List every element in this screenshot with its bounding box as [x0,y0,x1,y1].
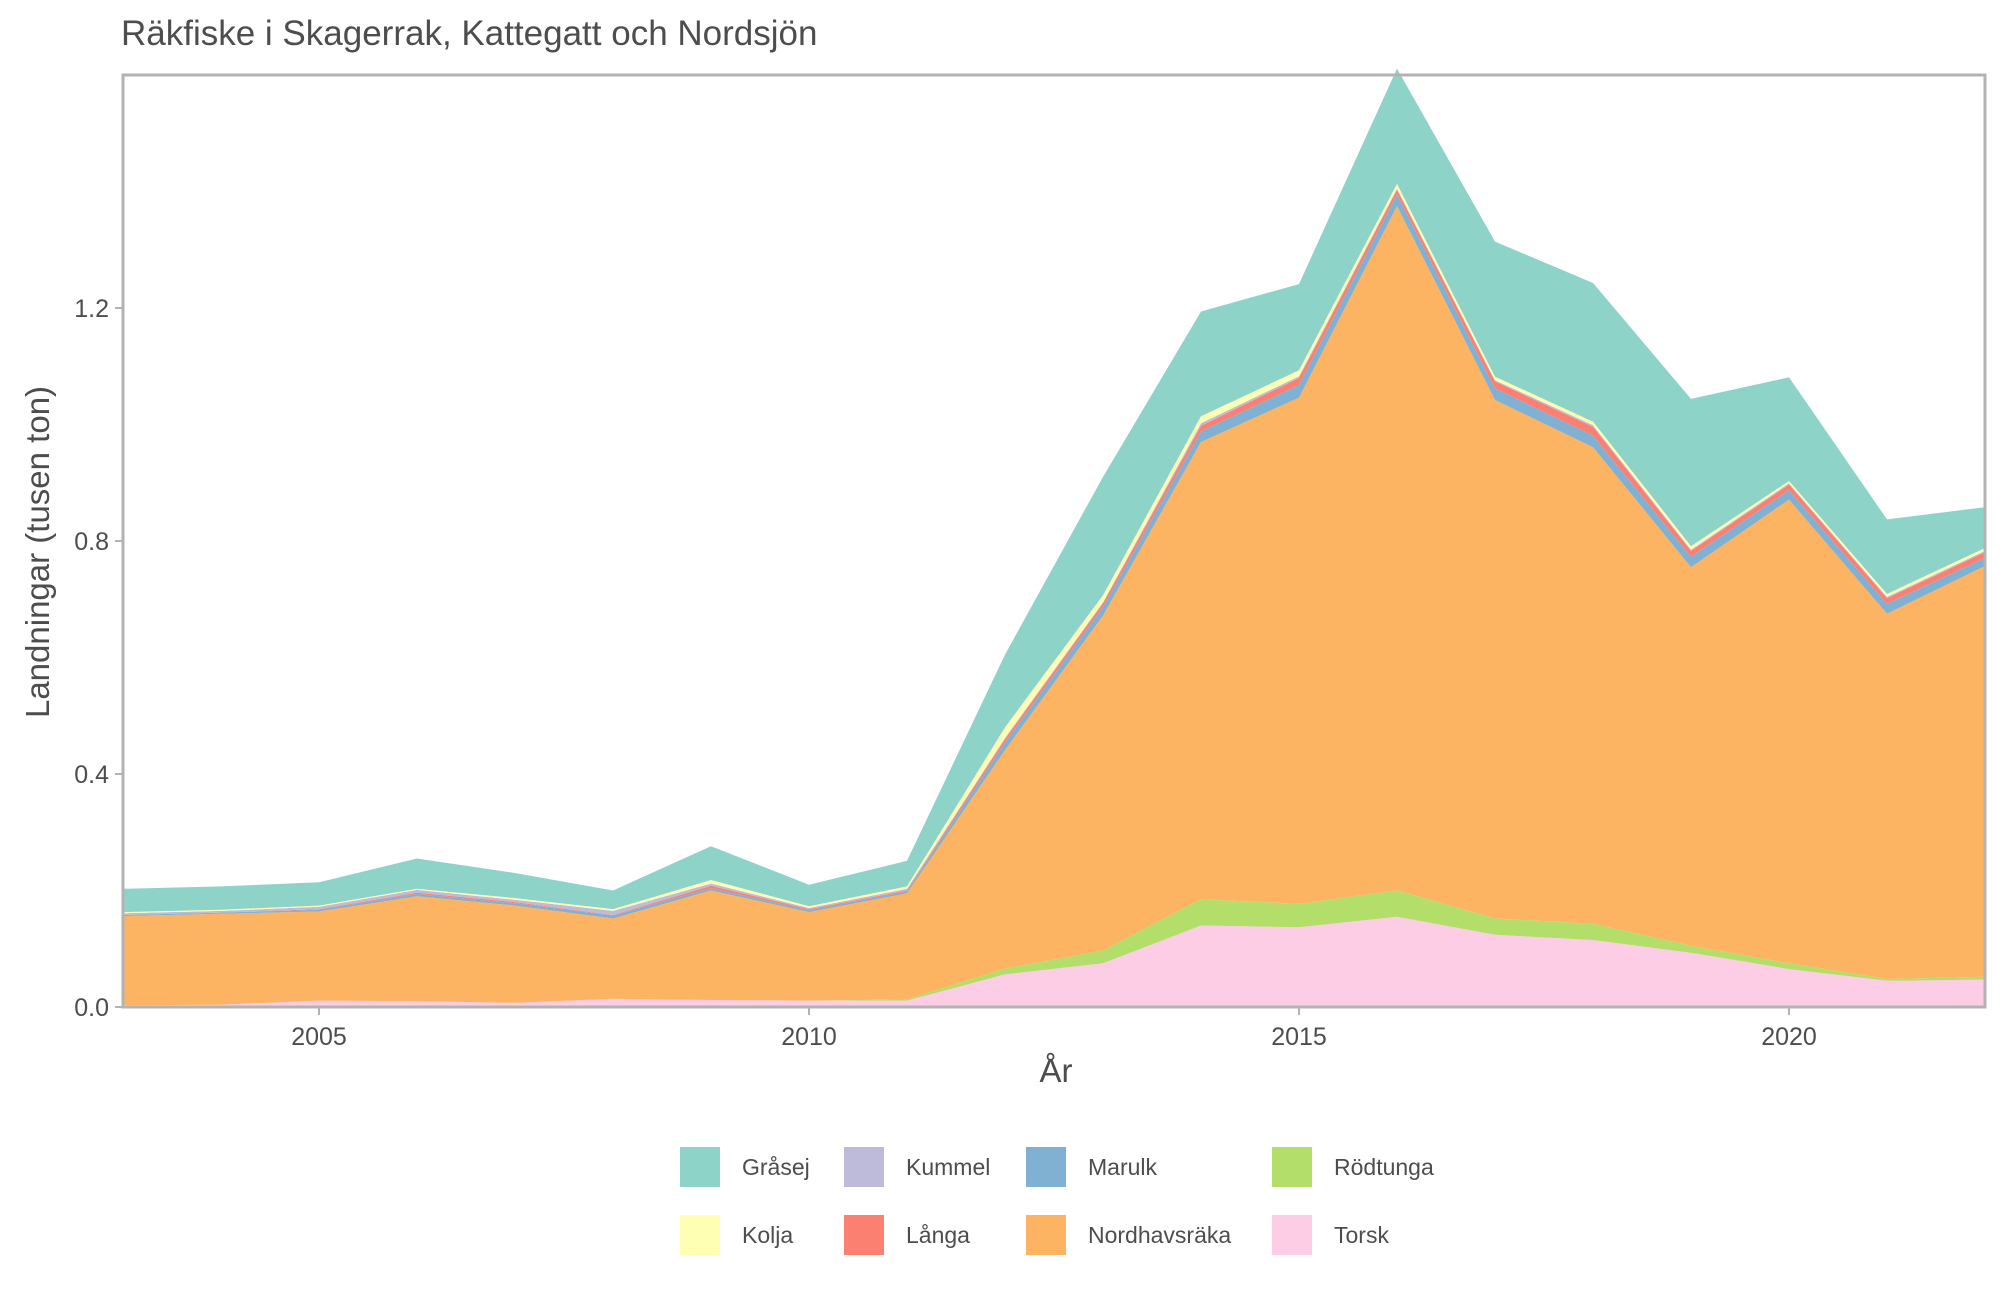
legend-item: Kolja [680,1215,793,1255]
legend-key [1026,1147,1066,1187]
legend-label: Marulk [1088,1153,1158,1180]
legend-item: Nordhavsräka [1026,1215,1231,1255]
x-axis: 2005 2010 2015 2020 [291,1008,1817,1051]
chart-title: Räkfiske i Skagerrak, Kattegatt och Nord… [121,14,818,53]
legend-label: Torsk [1334,1221,1389,1248]
x-tick-label: 2015 [1271,1023,1327,1051]
legend-key [844,1147,884,1187]
legend-item: Rödtunga [1272,1147,1434,1187]
legend-item: Gråsej [680,1147,810,1187]
legend-key [680,1147,720,1187]
legend-key [1272,1147,1312,1187]
legend-item: Kummel [844,1147,990,1187]
area-torsk [123,916,1985,1007]
legend-key [844,1215,884,1255]
y-tick-label: 0.0 [74,994,109,1022]
y-tick-label: 1.2 [74,295,109,323]
legend-item: Torsk [1272,1215,1389,1255]
y-tick-label: 0.8 [74,528,109,556]
area-layers [123,68,1985,1007]
legend-label: Rödtunga [1334,1153,1434,1180]
legend-key [1272,1215,1312,1255]
x-tick-label: 2005 [291,1023,347,1051]
legend-label: Gråsej [742,1153,810,1180]
legend-item: Marulk [1026,1147,1157,1187]
x-axis-label: År [1039,1052,1073,1089]
legend-label: Nordhavsräka [1088,1221,1232,1248]
area-gråsej [123,68,1985,913]
legend-label: Kummel [906,1153,991,1180]
y-axis: 0.0 0.4 0.8 1.2 [74,295,122,1022]
x-tick-label: 2020 [1761,1023,1817,1051]
legend-label: Kolja [742,1221,794,1248]
x-tick-label: 2010 [781,1023,837,1051]
legend-key [1026,1215,1066,1255]
legend: Gråsej Kummel Marulk Rödtunga Kolja Långa Nord… [680,1147,1460,1277]
area-nordhavsräka [123,206,1985,1006]
plot-panel-border [121,73,1987,1009]
legend-item: Långa [844,1215,970,1255]
legend-label: Långa [906,1221,970,1248]
y-tick-label: 0.4 [74,761,109,789]
legend-key [680,1215,720,1255]
